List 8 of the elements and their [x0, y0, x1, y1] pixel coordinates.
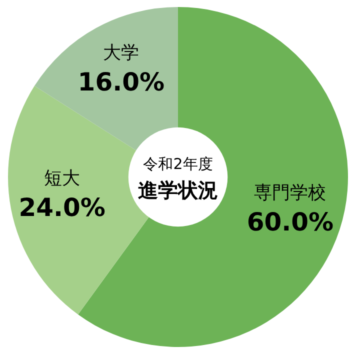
data-label: 60.0% [246, 207, 334, 236]
slice-label: 短大 [44, 168, 80, 190]
data-label: 16.0% [78, 68, 165, 97]
slice-label: 大学 [103, 42, 140, 64]
slice-label: 専門学校 [254, 182, 326, 204]
text: 令和2年度 [143, 155, 213, 173]
text: 進学状況 [138, 178, 218, 202]
data-label: 24.0% [18, 193, 106, 222]
